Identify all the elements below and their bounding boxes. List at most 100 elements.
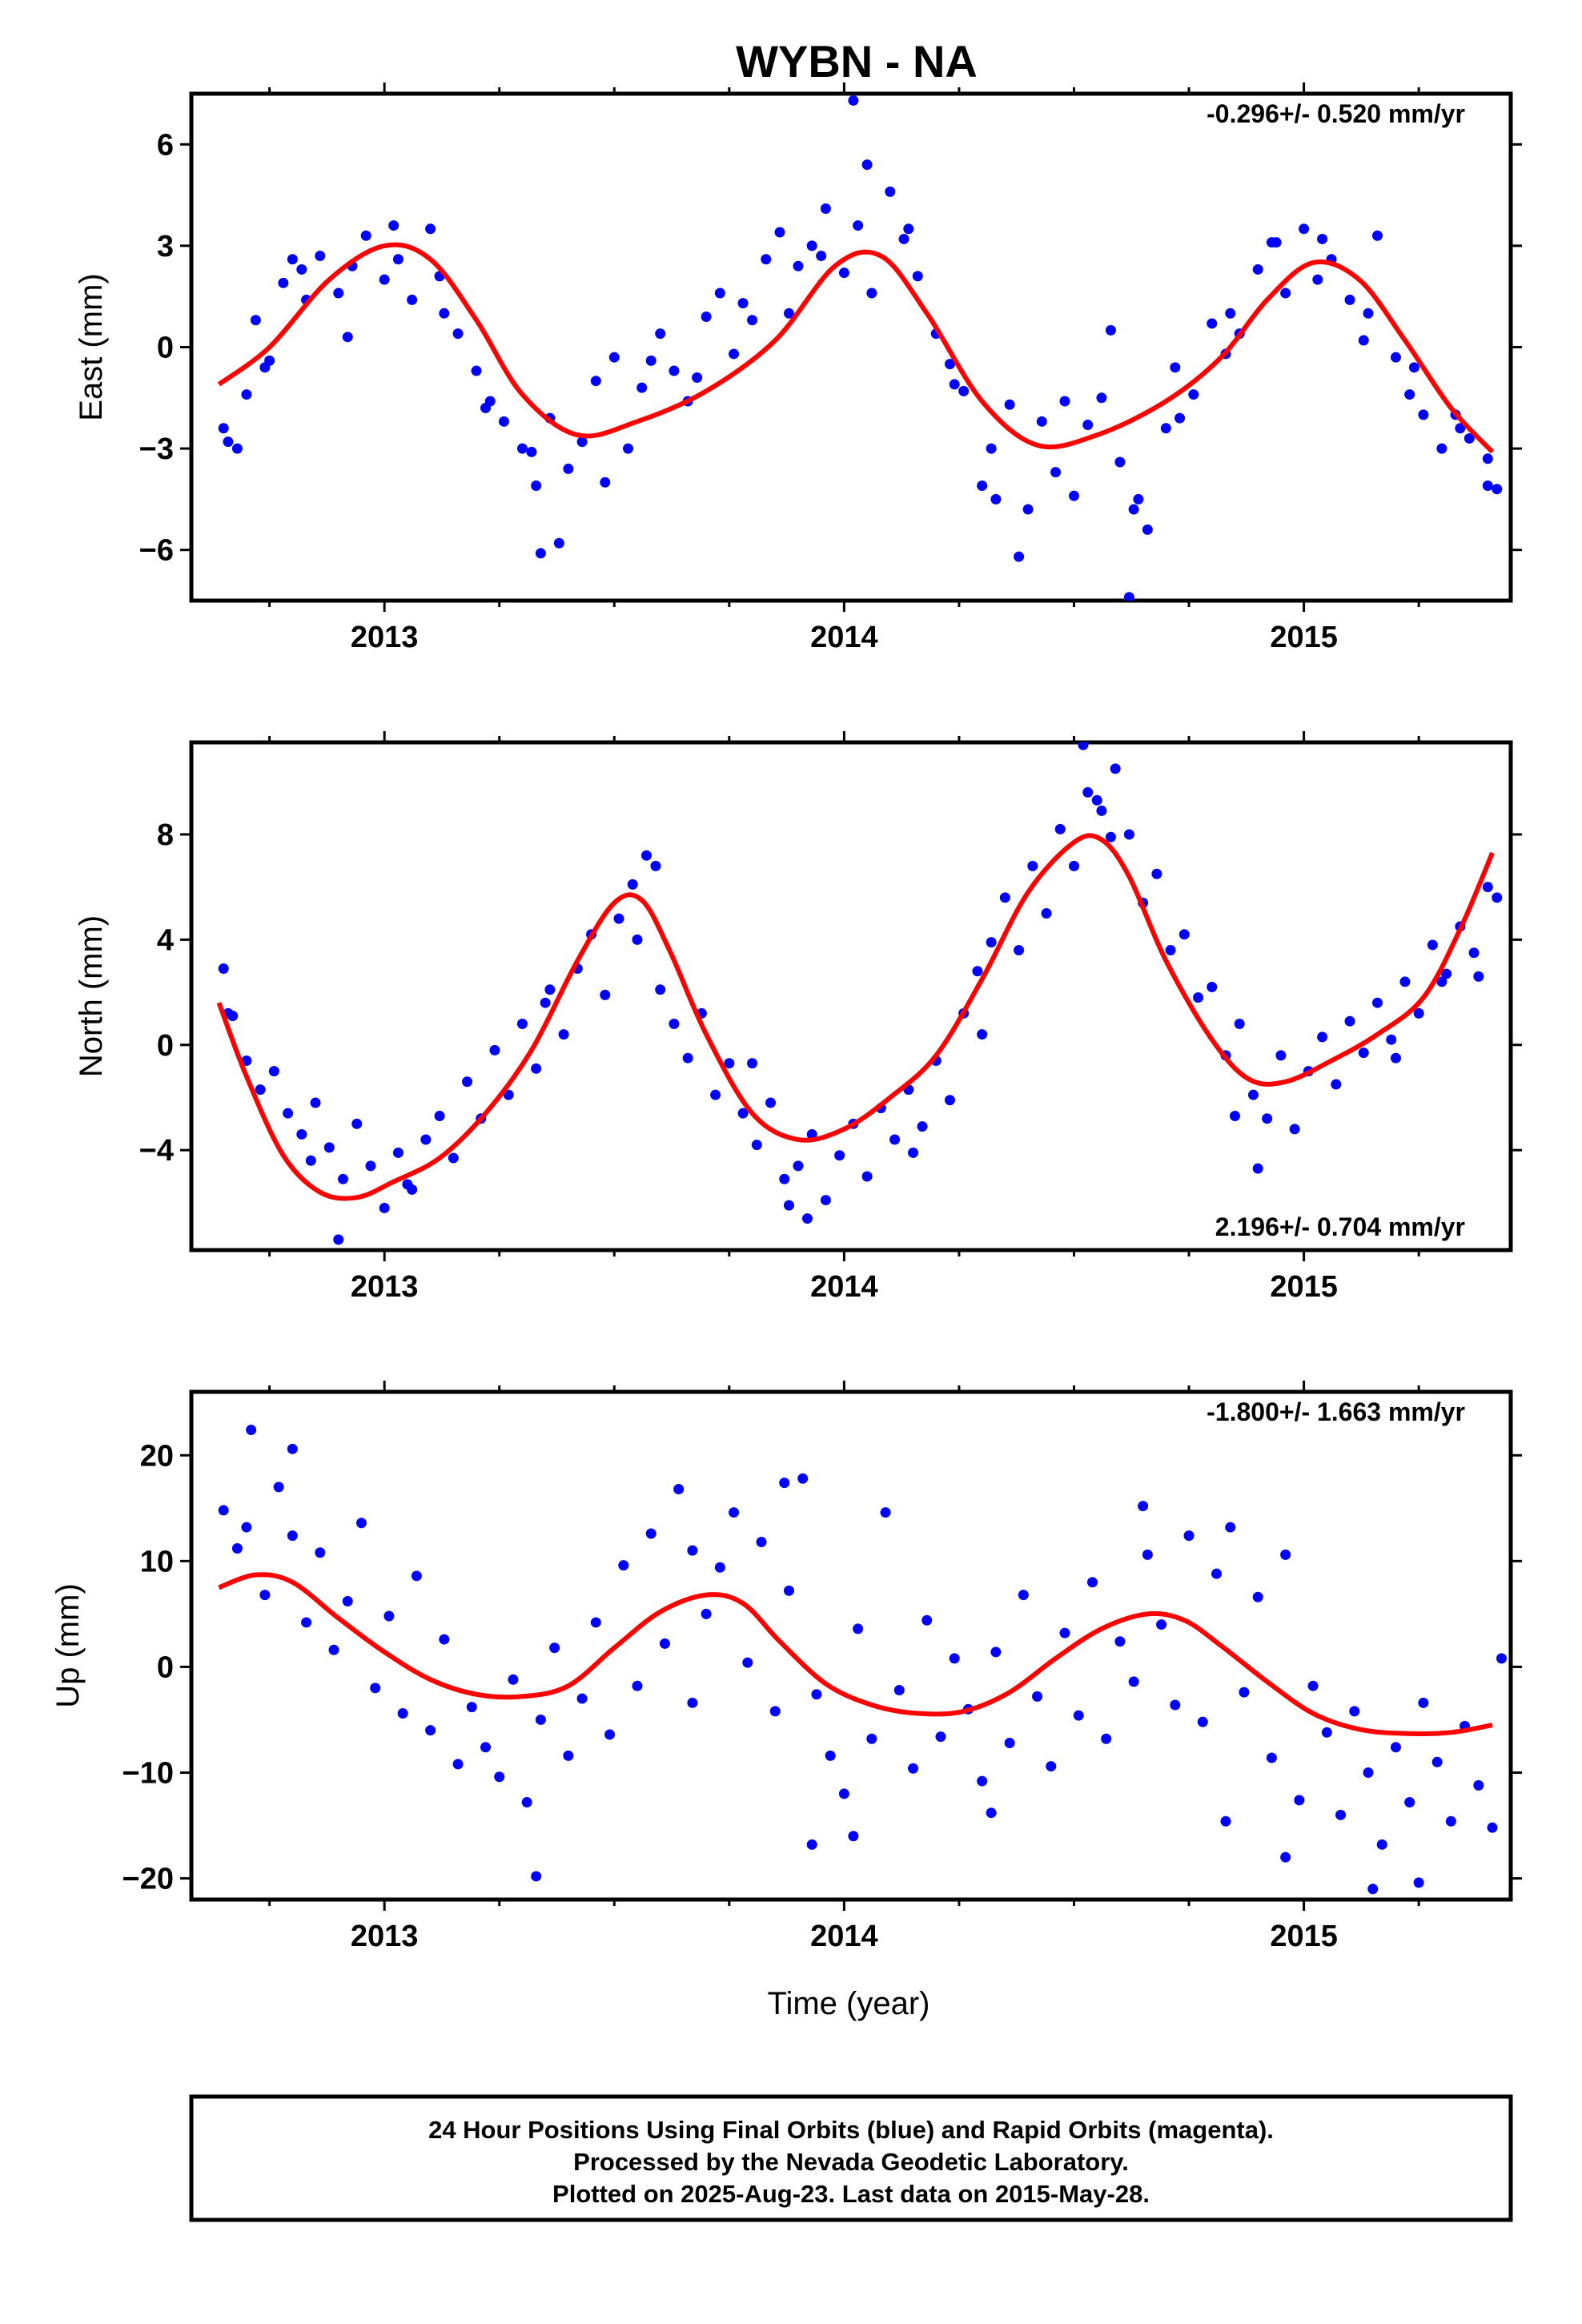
north-point bbox=[765, 1097, 777, 1108]
north-point bbox=[1371, 997, 1383, 1008]
north-point bbox=[1123, 829, 1134, 840]
north-point bbox=[1441, 968, 1452, 979]
east-point bbox=[452, 328, 464, 340]
north-point bbox=[972, 966, 983, 977]
up-point bbox=[1156, 1619, 1167, 1630]
east-point bbox=[1207, 318, 1218, 329]
up-point bbox=[576, 1693, 588, 1704]
north-plot-frame bbox=[189, 740, 1513, 1252]
up-point bbox=[1376, 1839, 1387, 1850]
east-point bbox=[1170, 362, 1181, 373]
north-point bbox=[793, 1160, 804, 1172]
up-point bbox=[531, 1871, 542, 1882]
north-point bbox=[448, 1152, 459, 1164]
north-y-tick-label: −4 bbox=[139, 1134, 174, 1168]
north-point bbox=[420, 1134, 432, 1145]
north-y-axis-label: North (mm) bbox=[74, 915, 109, 1077]
footer-line-3: Plotted on 2025-Aug-23. Last data on 201… bbox=[552, 2180, 1150, 2208]
up-plot-frame bbox=[189, 1389, 1513, 1902]
east-point bbox=[885, 186, 896, 197]
up-point bbox=[259, 1590, 271, 1601]
east-point bbox=[1004, 399, 1015, 410]
north-point bbox=[1386, 1034, 1397, 1045]
up-point bbox=[1073, 1710, 1084, 1721]
east-point bbox=[949, 379, 960, 390]
east-point bbox=[944, 359, 955, 370]
north-point bbox=[296, 1128, 307, 1140]
east-points bbox=[218, 94, 1503, 601]
north-point bbox=[806, 1128, 817, 1140]
north-point bbox=[544, 984, 556, 995]
north-y-tick-label: 8 bbox=[157, 818, 174, 852]
up-point bbox=[893, 1684, 905, 1695]
north-point bbox=[655, 984, 666, 995]
east-point bbox=[866, 287, 877, 299]
footer-line-2: Processed by the Nevada Geodetic Laborat… bbox=[573, 2148, 1129, 2176]
north-point bbox=[1247, 1089, 1259, 1100]
up-point bbox=[1321, 1727, 1332, 1738]
north-point bbox=[600, 989, 611, 1000]
east-point bbox=[1096, 392, 1107, 404]
up-point bbox=[383, 1610, 395, 1622]
up-point bbox=[853, 1623, 864, 1634]
north-y-tick-label: 4 bbox=[157, 923, 174, 957]
north-point bbox=[1193, 992, 1204, 1003]
north-point bbox=[801, 1213, 813, 1224]
north-point bbox=[1151, 868, 1162, 879]
east-point bbox=[1299, 223, 1310, 235]
up-point bbox=[1114, 1636, 1126, 1647]
up-point bbox=[1294, 1795, 1305, 1806]
up-point bbox=[273, 1482, 284, 1493]
north-point bbox=[627, 879, 638, 890]
east-point bbox=[774, 227, 785, 238]
east-point bbox=[1188, 389, 1199, 400]
north-point bbox=[1399, 976, 1411, 987]
east-y-tick-label: 3 bbox=[157, 230, 174, 263]
north-point bbox=[1344, 1015, 1355, 1027]
north-point bbox=[310, 1097, 321, 1108]
east-point bbox=[600, 476, 611, 488]
north-point bbox=[1331, 1079, 1342, 1090]
east-point bbox=[250, 315, 261, 326]
up-point bbox=[1239, 1687, 1250, 1698]
up-point bbox=[949, 1653, 960, 1664]
up-point bbox=[355, 1518, 367, 1529]
east-point bbox=[848, 94, 859, 106]
north-point bbox=[917, 1121, 928, 1132]
north-y-tick-label: 0 bbox=[157, 1029, 174, 1063]
north-point bbox=[682, 1052, 693, 1063]
up-point bbox=[549, 1642, 560, 1654]
up-point bbox=[301, 1617, 312, 1628]
north-point bbox=[747, 1058, 758, 1069]
east-point bbox=[912, 271, 923, 282]
up-point bbox=[439, 1634, 450, 1645]
up-point bbox=[508, 1674, 519, 1685]
east-point bbox=[1482, 453, 1493, 464]
up-point bbox=[632, 1680, 643, 1691]
north-point bbox=[944, 1095, 955, 1106]
up-point bbox=[328, 1644, 339, 1655]
east-point bbox=[1371, 230, 1383, 241]
east-point bbox=[1142, 524, 1153, 535]
east-point bbox=[333, 287, 344, 299]
east-x-tick-label: 2013 bbox=[351, 621, 419, 654]
north-point bbox=[337, 1173, 348, 1184]
east-point bbox=[471, 365, 482, 376]
up-point bbox=[452, 1759, 464, 1770]
east-point bbox=[1123, 592, 1134, 601]
up-y-tick-label: 0 bbox=[157, 1651, 174, 1684]
east-point bbox=[1068, 490, 1079, 501]
east-panel: 2013 2014 2015 −6 −3 0 3 6 East (mm) -0.296+/- 0.… bbox=[74, 82, 1522, 654]
up-point bbox=[1280, 1852, 1291, 1863]
up-point bbox=[1004, 1738, 1015, 1749]
north-point bbox=[365, 1160, 376, 1172]
north-fit-line bbox=[216, 833, 1495, 1201]
east-point bbox=[1014, 551, 1025, 562]
up-point bbox=[1128, 1676, 1139, 1687]
up-point bbox=[769, 1706, 781, 1717]
east-point bbox=[1133, 493, 1144, 505]
north-point bbox=[820, 1195, 831, 1206]
up-point bbox=[287, 1443, 298, 1454]
up-point bbox=[1225, 1522, 1236, 1533]
north-point bbox=[986, 937, 997, 948]
